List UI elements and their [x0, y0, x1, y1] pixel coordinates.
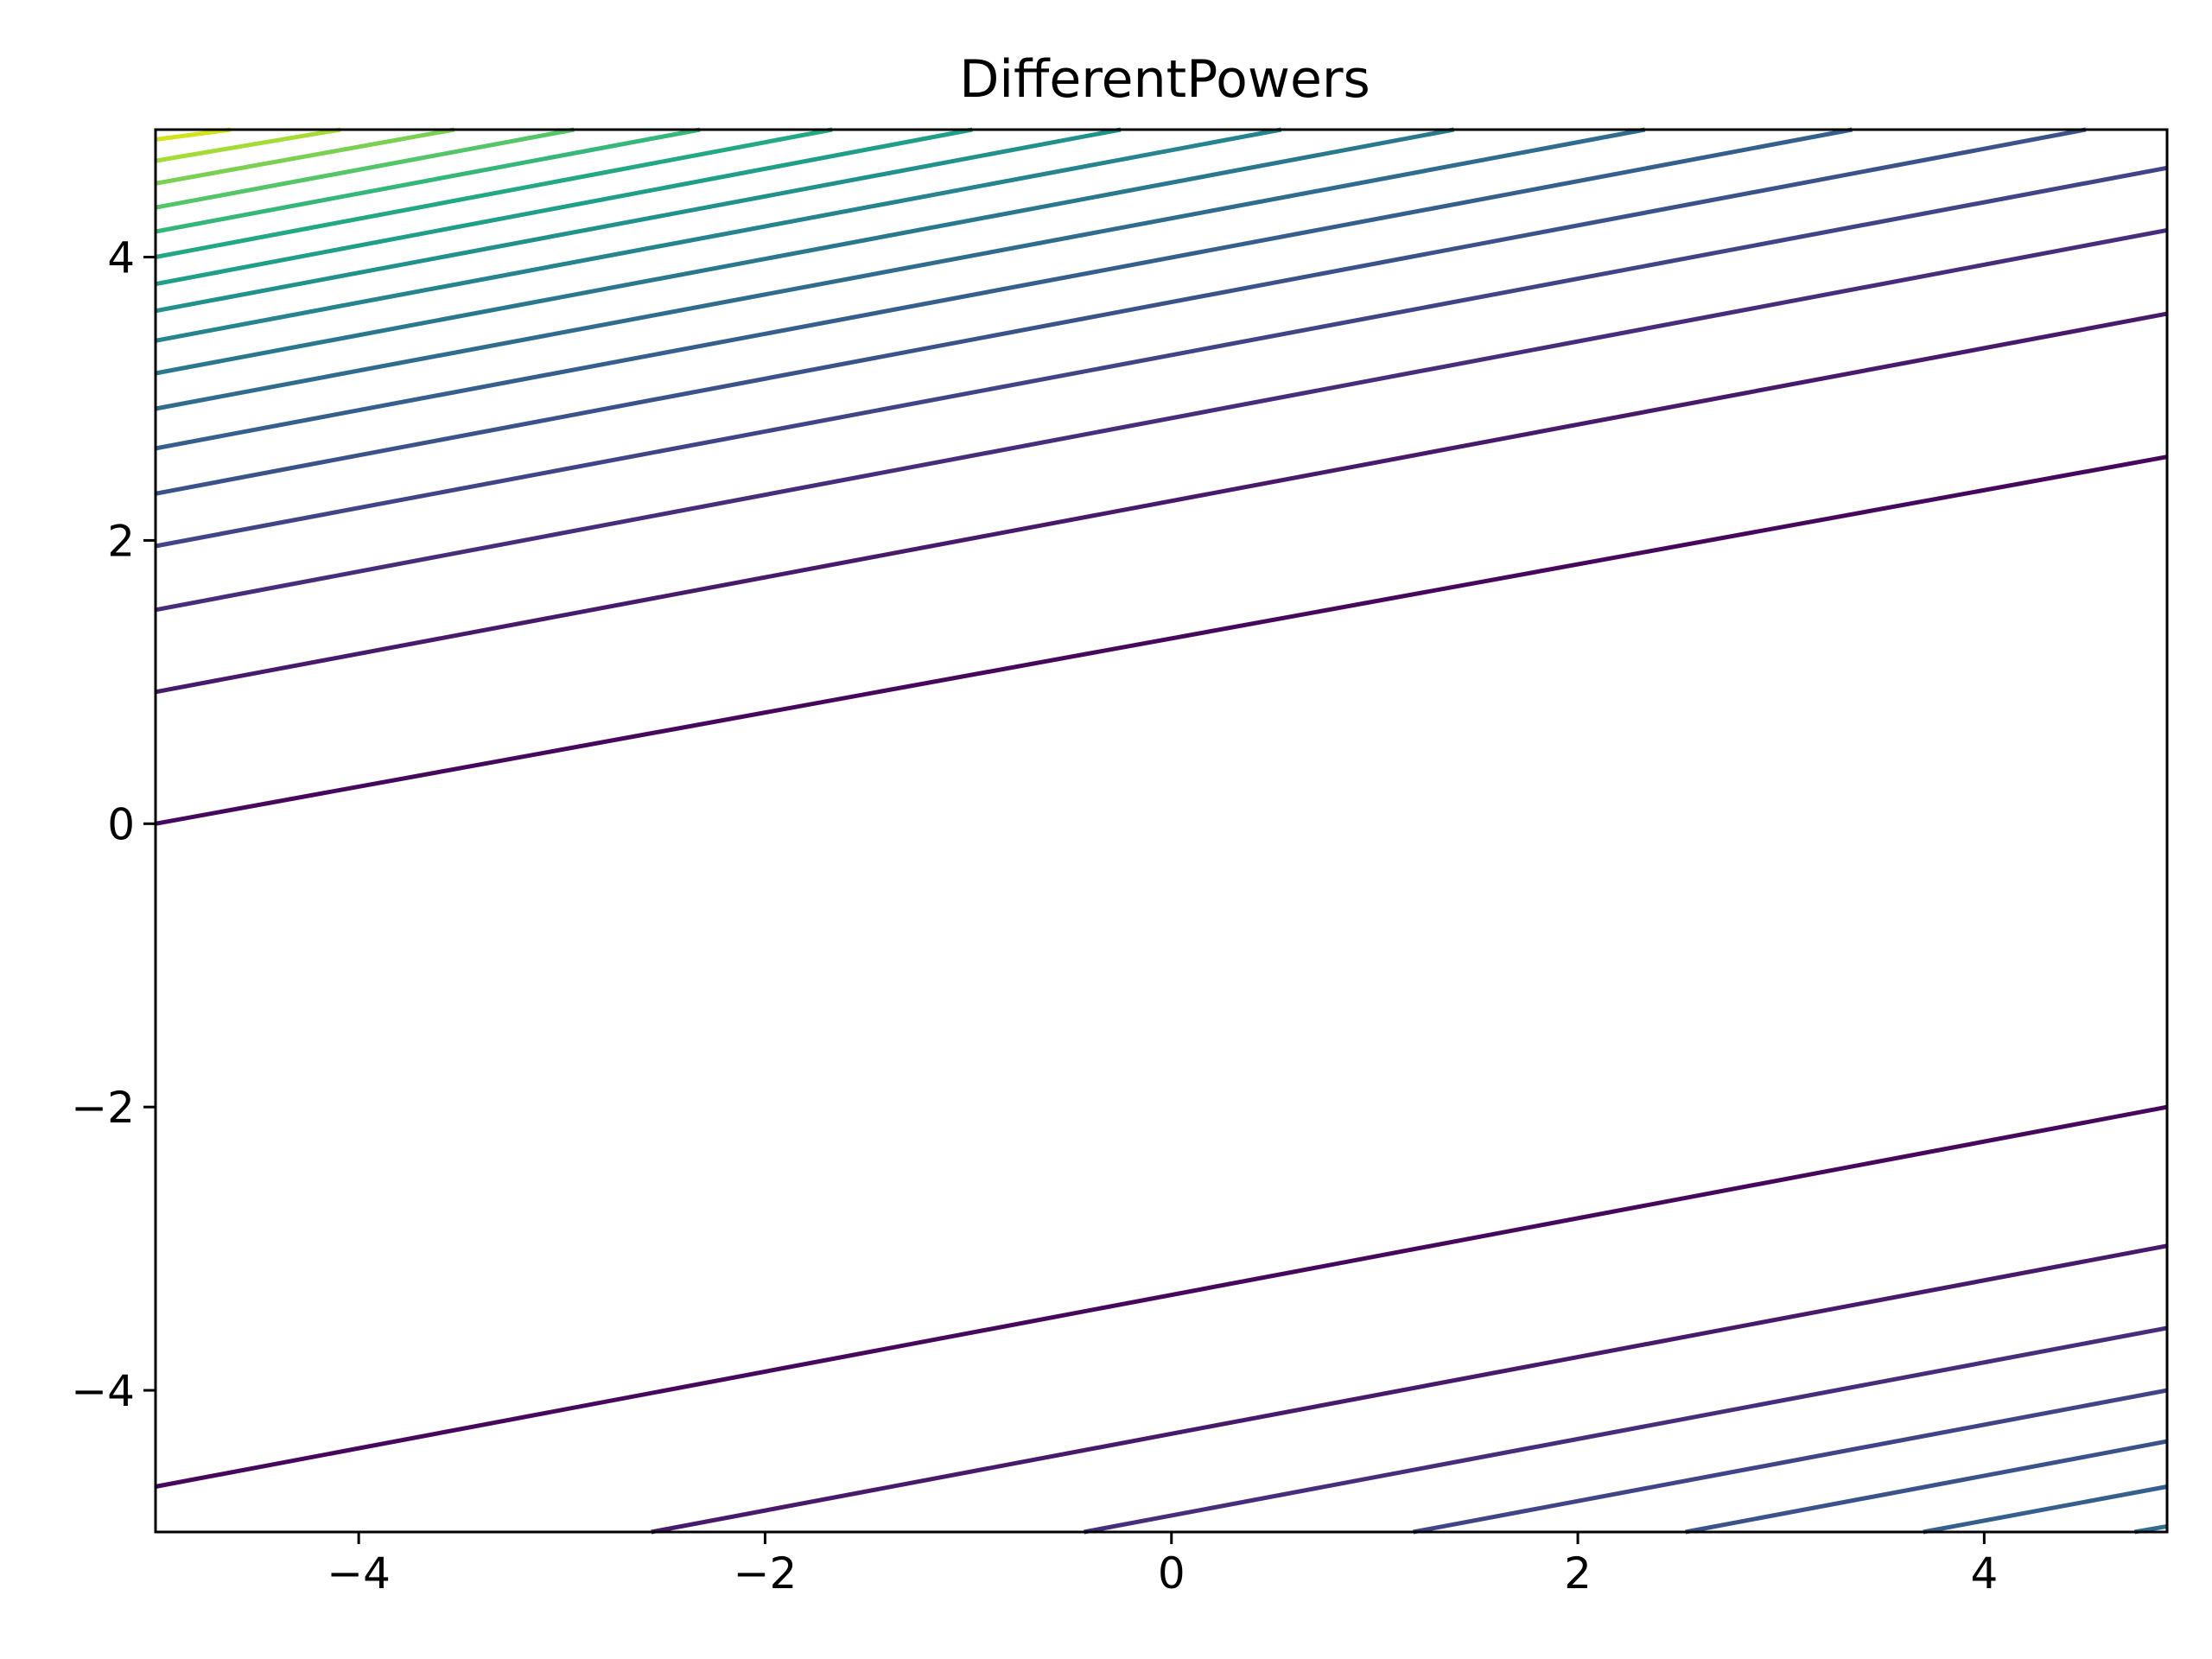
contour-line-23 [155, 127, 232, 142]
contour-line-5 [1084, 1325, 2168, 1535]
contour-line-16 [155, 127, 1122, 314]
contour-line-15 [155, 127, 1282, 343]
contour-line-10 [155, 127, 1853, 451]
contour-line-8 [155, 127, 2087, 496]
x-tick-label: −2 [734, 1548, 798, 1599]
contour-line-7 [1413, 1388, 2168, 1535]
y-tick-label: −4 [71, 1366, 135, 1416]
y-tick-label: 0 [107, 799, 135, 849]
plot-area-frame [154, 128, 2169, 1534]
contour-line-20 [155, 127, 575, 210]
contour-line-0 [155, 454, 2168, 826]
y-tick-label: −2 [71, 1083, 135, 1133]
contour-line-12 [155, 127, 1646, 411]
contour-line-1 [155, 1104, 2168, 1489]
contour-line-4 [155, 227, 2168, 613]
x-tick-label: −4 [327, 1548, 391, 1599]
y-axis-ticks: −4 −2 0 2 4 [71, 233, 156, 1416]
contour-line-17 [155, 127, 973, 287]
y-tick-label: 4 [107, 233, 135, 283]
contour-line-11 [1923, 1484, 2168, 1535]
x-axis-ticks: −4 −2 0 2 4 [327, 1532, 1998, 1599]
contour-line-21 [155, 127, 455, 186]
contour-line-3 [651, 1243, 2168, 1535]
contour-line-22 [155, 127, 341, 163]
x-tick-label: 0 [1158, 1548, 1185, 1599]
contour-line-14 [155, 127, 1455, 376]
contour-lines-group [155, 127, 2168, 1535]
contour-line-6 [155, 165, 2168, 549]
y-tick-label: 2 [107, 516, 135, 566]
x-tick-label: 4 [1970, 1548, 1998, 1599]
contour-line-9 [1685, 1439, 2168, 1535]
contour-line-18 [155, 127, 833, 259]
contour-line-19 [155, 127, 701, 234]
x-tick-label: 2 [1564, 1548, 1592, 1599]
contour-line-2 [155, 311, 2168, 695]
chart-title: DifferentPowers [959, 49, 1370, 110]
